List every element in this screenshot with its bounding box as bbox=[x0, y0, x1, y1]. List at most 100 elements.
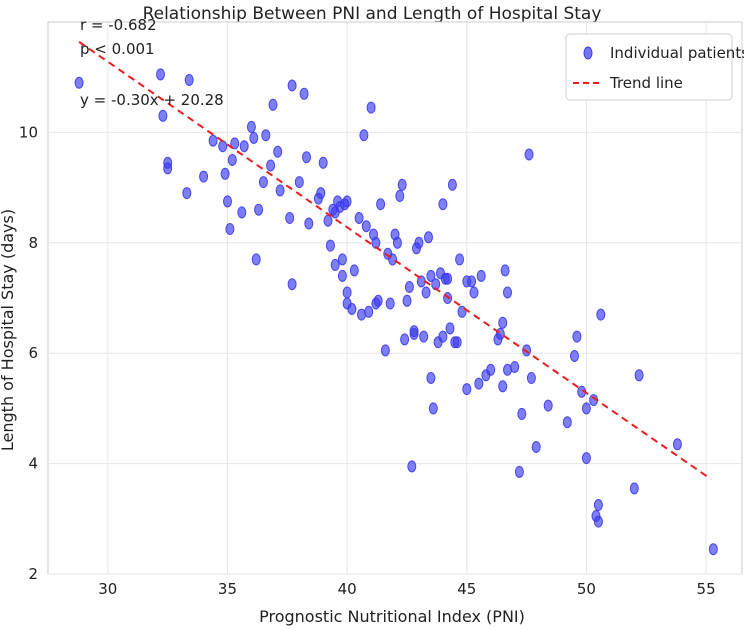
data-point bbox=[495, 327, 505, 340]
data-point bbox=[330, 258, 340, 271]
chart-title: Relationship Between PNI and Length of H… bbox=[143, 4, 602, 24]
data-point bbox=[593, 515, 603, 528]
data-point bbox=[258, 176, 268, 189]
data-point bbox=[299, 87, 309, 100]
data-point bbox=[337, 253, 347, 266]
data-point bbox=[287, 278, 297, 291]
data-point bbox=[261, 129, 271, 142]
data-point bbox=[570, 350, 579, 362]
data-point bbox=[581, 452, 591, 465]
data-point bbox=[447, 178, 457, 191]
legend-label-patients: Individual patients bbox=[610, 44, 744, 62]
legend-box bbox=[565, 33, 733, 101]
data-point bbox=[524, 148, 534, 161]
x-tick-label: 50 bbox=[577, 580, 596, 598]
data-point bbox=[514, 465, 524, 478]
data-point bbox=[402, 294, 412, 307]
x-tick-label: 30 bbox=[98, 580, 117, 598]
data-point bbox=[452, 336, 462, 349]
data-point bbox=[526, 372, 536, 384]
data-point bbox=[392, 236, 402, 249]
data-point bbox=[517, 407, 527, 420]
data-point bbox=[424, 231, 433, 244]
data-point bbox=[337, 269, 347, 282]
data-point bbox=[220, 167, 230, 180]
data-point bbox=[223, 195, 232, 208]
data-point bbox=[562, 416, 572, 429]
data-point bbox=[354, 212, 364, 224]
data-point bbox=[366, 101, 376, 114]
data-point bbox=[543, 399, 553, 412]
x-axis-label: Prognostic Nutritional Index (PNI) bbox=[259, 607, 525, 626]
data-point bbox=[275, 184, 285, 197]
data-point bbox=[225, 223, 235, 235]
data-point bbox=[349, 264, 359, 277]
legend-label-trend: Trend line bbox=[609, 74, 683, 92]
annotation-p: p < 0.001 bbox=[80, 40, 155, 58]
data-point bbox=[316, 187, 326, 200]
data-point bbox=[342, 286, 352, 299]
data-point bbox=[158, 109, 168, 122]
data-point bbox=[708, 543, 718, 556]
data-point bbox=[239, 140, 249, 153]
annotation-equation: y = -0.30x + 20.28 bbox=[80, 91, 224, 109]
data-point bbox=[421, 286, 431, 299]
data-point bbox=[359, 129, 369, 142]
data-point bbox=[498, 316, 508, 329]
data-point bbox=[404, 281, 414, 293]
x-tick-label: 45 bbox=[457, 580, 476, 598]
legend-marker-icon bbox=[583, 46, 593, 60]
x-tick-label: 40 bbox=[338, 580, 357, 598]
data-point bbox=[318, 156, 328, 169]
data-point bbox=[74, 76, 84, 89]
data-point bbox=[376, 198, 386, 211]
data-point bbox=[438, 198, 448, 211]
data-point bbox=[208, 134, 218, 147]
data-point bbox=[285, 212, 295, 224]
data-point bbox=[469, 286, 479, 299]
data-point bbox=[445, 322, 455, 335]
y-tick-label: 2 bbox=[28, 565, 38, 583]
data-point bbox=[304, 217, 314, 230]
data-point bbox=[388, 253, 398, 266]
data-point bbox=[395, 189, 405, 202]
legend: Individual patients Trend line bbox=[565, 33, 744, 101]
data-point bbox=[237, 206, 247, 219]
data-point bbox=[254, 203, 264, 216]
data-point bbox=[438, 330, 448, 343]
data-point bbox=[596, 308, 606, 321]
data-point bbox=[510, 361, 520, 373]
data-point bbox=[373, 294, 383, 307]
data-point bbox=[227, 154, 237, 166]
data-point bbox=[503, 286, 512, 299]
y-tick-label: 10 bbox=[19, 123, 38, 141]
data-point bbox=[428, 402, 438, 415]
data-point bbox=[500, 264, 510, 277]
data-point bbox=[156, 68, 165, 81]
data-point bbox=[380, 344, 390, 357]
data-point bbox=[218, 140, 228, 153]
axis-ticks: 30 35 40 45 50 55 2 4 6 8 10 bbox=[19, 123, 716, 598]
data-point bbox=[572, 330, 582, 343]
data-point bbox=[163, 162, 173, 175]
data-point bbox=[419, 330, 429, 343]
stat-annotations: r = -0.682 p < 0.001 y = -0.30x + 20.28 bbox=[80, 16, 224, 109]
data-point bbox=[302, 151, 311, 164]
data-point bbox=[251, 253, 261, 266]
trend-line bbox=[78, 41, 712, 480]
data-point bbox=[287, 79, 297, 92]
data-point bbox=[443, 272, 453, 285]
data-point bbox=[182, 187, 192, 200]
data-point bbox=[184, 74, 194, 86]
data-point bbox=[462, 383, 472, 396]
data-point bbox=[426, 372, 436, 384]
data-point bbox=[364, 305, 374, 318]
data-point bbox=[593, 499, 603, 511]
data-point bbox=[486, 363, 496, 376]
data-point bbox=[409, 325, 419, 338]
data-points bbox=[74, 68, 718, 556]
data-point bbox=[266, 159, 276, 172]
data-point bbox=[268, 98, 278, 111]
x-tick-label: 35 bbox=[218, 580, 237, 598]
